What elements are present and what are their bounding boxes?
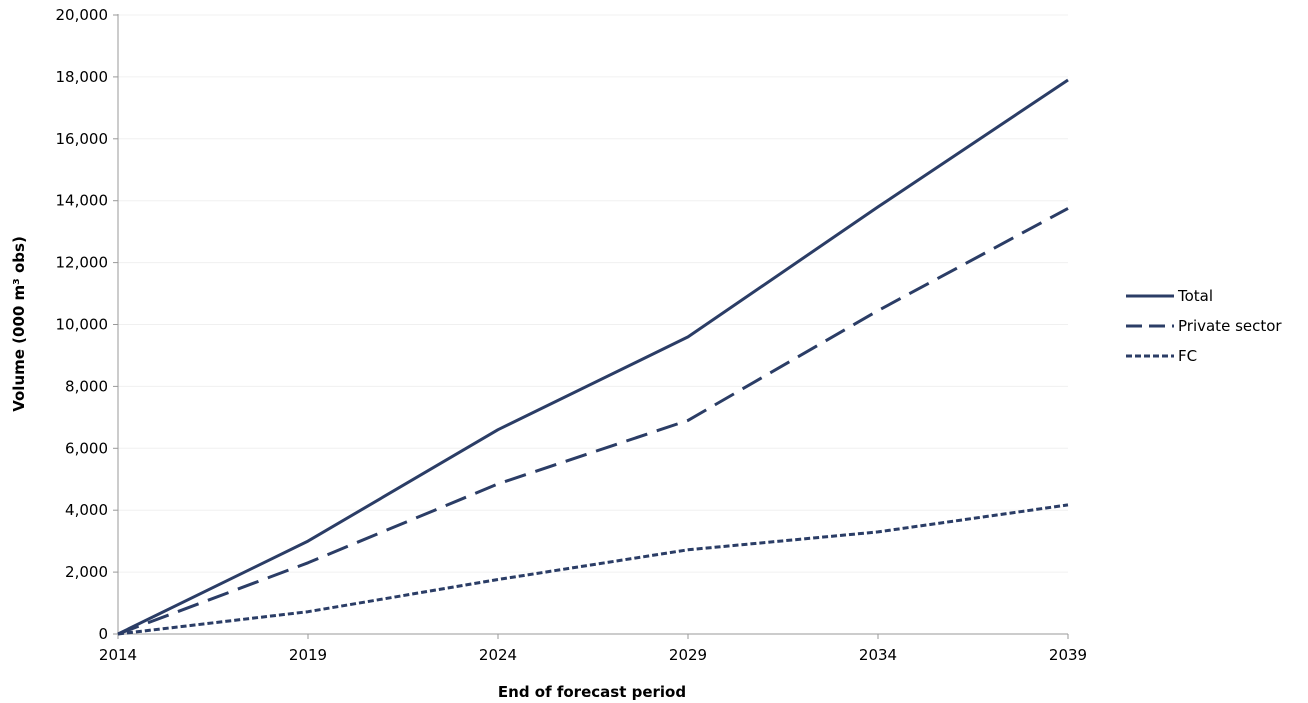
y-tick-label: 10,000 xyxy=(56,316,109,334)
y-axis-title: Volume (000 m³ obs) xyxy=(10,236,28,412)
y-tick-label: 14,000 xyxy=(56,192,109,210)
y-tick-label: 16,000 xyxy=(56,130,109,148)
axes xyxy=(113,14,1069,639)
y-tick-label: 2,000 xyxy=(65,563,108,581)
series-line-private-sector xyxy=(117,207,1069,636)
y-tick-label: 0 xyxy=(98,625,108,643)
x-tick-labels: 2014 2019 2024 2029 2034 2039 xyxy=(99,646,1087,664)
y-tick-label: 12,000 xyxy=(56,254,109,272)
legend-label: Private sector xyxy=(1178,317,1282,335)
y-tick-label: 8,000 xyxy=(65,377,108,395)
gridlines xyxy=(118,14,1068,573)
y-tick-labels: 0 2,000 4,000 6,000 8,000 10,000 12,000 14,000 1… xyxy=(56,6,109,643)
series-line-total xyxy=(117,78,1069,636)
y-tick-label: 6,000 xyxy=(65,439,108,457)
x-tick-label: 2029 xyxy=(669,646,707,664)
legend: Total Private sector FC xyxy=(1126,287,1282,365)
x-tick-label: 2039 xyxy=(1049,646,1087,664)
series-lines xyxy=(117,78,1069,636)
y-tick-label: 20,000 xyxy=(56,6,109,24)
legend-label: Total xyxy=(1177,287,1213,305)
y-tick-label: 18,000 xyxy=(56,68,109,86)
x-tick-label: 2034 xyxy=(859,646,897,664)
x-tick-label: 2019 xyxy=(289,646,327,664)
y-tick-label: 4,000 xyxy=(65,501,108,519)
x-tick-label: 2024 xyxy=(479,646,517,664)
x-tick-label: 2014 xyxy=(99,646,137,664)
legend-label: FC xyxy=(1178,347,1197,365)
x-axis-title: End of forecast period xyxy=(498,683,686,701)
series-line-fc xyxy=(117,503,1069,636)
